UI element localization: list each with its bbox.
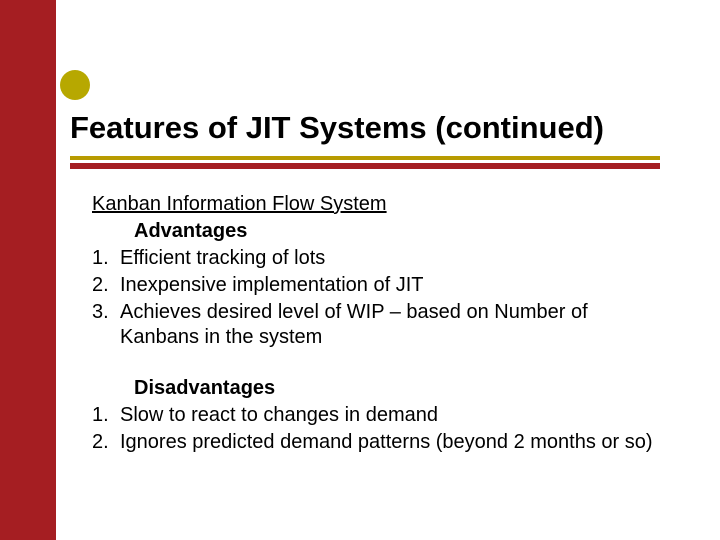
item-number: 3.	[92, 300, 120, 350]
title-block: Features of JIT Systems (continued)	[70, 110, 680, 179]
list-item: 2. Ignores predicted demand patterns (be…	[92, 430, 662, 455]
body-content: Kanban Information Flow System Advantage…	[92, 192, 662, 455]
bullet-dot-icon	[60, 70, 90, 100]
slide-title: Features of JIT Systems (continued)	[70, 110, 680, 146]
list-item: 1. Slow to react to changes in demand	[92, 403, 662, 428]
subheading: Kanban Information Flow System	[92, 192, 662, 217]
item-number: 1.	[92, 403, 120, 428]
spacer	[92, 350, 662, 374]
item-text: Ignores predicted demand patterns (beyon…	[120, 430, 662, 455]
disadvantages-label: Disadvantages	[134, 376, 662, 401]
item-number: 2.	[92, 273, 120, 298]
left-sidebar-accent	[0, 0, 56, 540]
item-number: 2.	[92, 430, 120, 455]
advantages-label: Advantages	[134, 219, 662, 244]
item-text: Achieves desired level of WIP – based on…	[120, 300, 662, 350]
item-number: 1.	[92, 246, 120, 271]
item-text: Inexpensive implementation of JIT	[120, 273, 662, 298]
title-underline-icon	[70, 154, 660, 174]
item-text: Slow to react to changes in demand	[120, 403, 662, 428]
slide: Features of JIT Systems (continued) Kanb…	[0, 0, 720, 540]
list-item: 3. Achieves desired level of WIP – based…	[92, 300, 662, 350]
list-item: 2. Inexpensive implementation of JIT	[92, 273, 662, 298]
item-text: Efficient tracking of lots	[120, 246, 662, 271]
list-item: 1. Efficient tracking of lots	[92, 246, 662, 271]
